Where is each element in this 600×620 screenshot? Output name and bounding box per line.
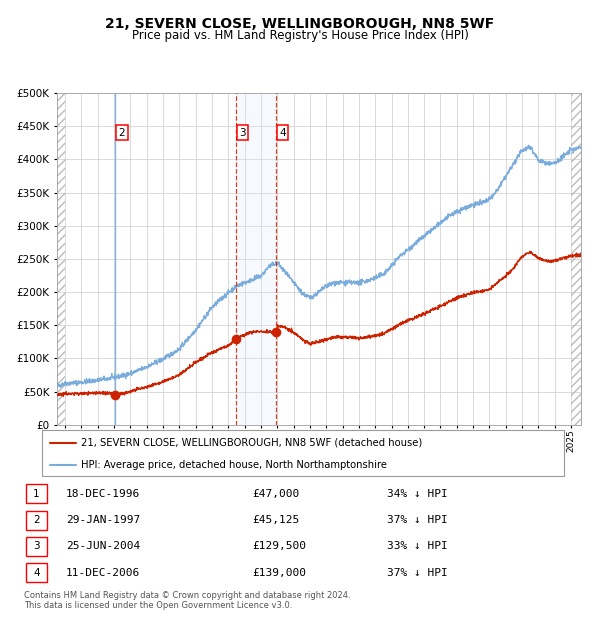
Text: 4: 4 (279, 128, 286, 138)
Text: 37% ↓ HPI: 37% ↓ HPI (387, 568, 448, 578)
Text: 2: 2 (33, 515, 40, 525)
Text: HPI: Average price, detached house, North Northamptonshire: HPI: Average price, detached house, Nort… (81, 459, 387, 469)
Text: £47,000: £47,000 (253, 489, 300, 498)
Text: 1: 1 (33, 489, 40, 498)
Text: 11-DEC-2006: 11-DEC-2006 (66, 568, 140, 578)
Bar (26, 563, 47, 582)
Text: 3: 3 (239, 128, 246, 138)
Text: Price paid vs. HM Land Registry's House Price Index (HPI): Price paid vs. HM Land Registry's House … (131, 29, 469, 42)
Text: 21, SEVERN CLOSE, WELLINGBOROUGH, NN8 5WF (detached house): 21, SEVERN CLOSE, WELLINGBOROUGH, NN8 5W… (81, 438, 422, 448)
Text: 29-JAN-1997: 29-JAN-1997 (66, 515, 140, 525)
Text: 34% ↓ HPI: 34% ↓ HPI (387, 489, 448, 498)
Bar (26, 537, 47, 556)
Text: 18-DEC-1996: 18-DEC-1996 (66, 489, 140, 498)
Text: 37% ↓ HPI: 37% ↓ HPI (387, 515, 448, 525)
Bar (57, 93, 65, 425)
Text: 4: 4 (33, 568, 40, 578)
Text: Contains HM Land Registry data © Crown copyright and database right 2024.: Contains HM Land Registry data © Crown c… (24, 591, 350, 600)
Bar (571, 93, 581, 425)
Bar (236, 93, 277, 425)
Text: £129,500: £129,500 (253, 541, 307, 551)
Text: 33% ↓ HPI: 33% ↓ HPI (387, 541, 448, 551)
Text: This data is licensed under the Open Government Licence v3.0.: This data is licensed under the Open Gov… (24, 601, 292, 611)
Text: 2: 2 (118, 128, 125, 138)
Text: 25-JUN-2004: 25-JUN-2004 (66, 541, 140, 551)
Text: 3: 3 (33, 541, 40, 551)
Bar (26, 510, 47, 529)
Text: £139,000: £139,000 (253, 568, 307, 578)
Text: £45,125: £45,125 (253, 515, 300, 525)
Text: 21, SEVERN CLOSE, WELLINGBOROUGH, NN8 5WF: 21, SEVERN CLOSE, WELLINGBOROUGH, NN8 5W… (106, 17, 494, 32)
Bar (26, 484, 47, 503)
